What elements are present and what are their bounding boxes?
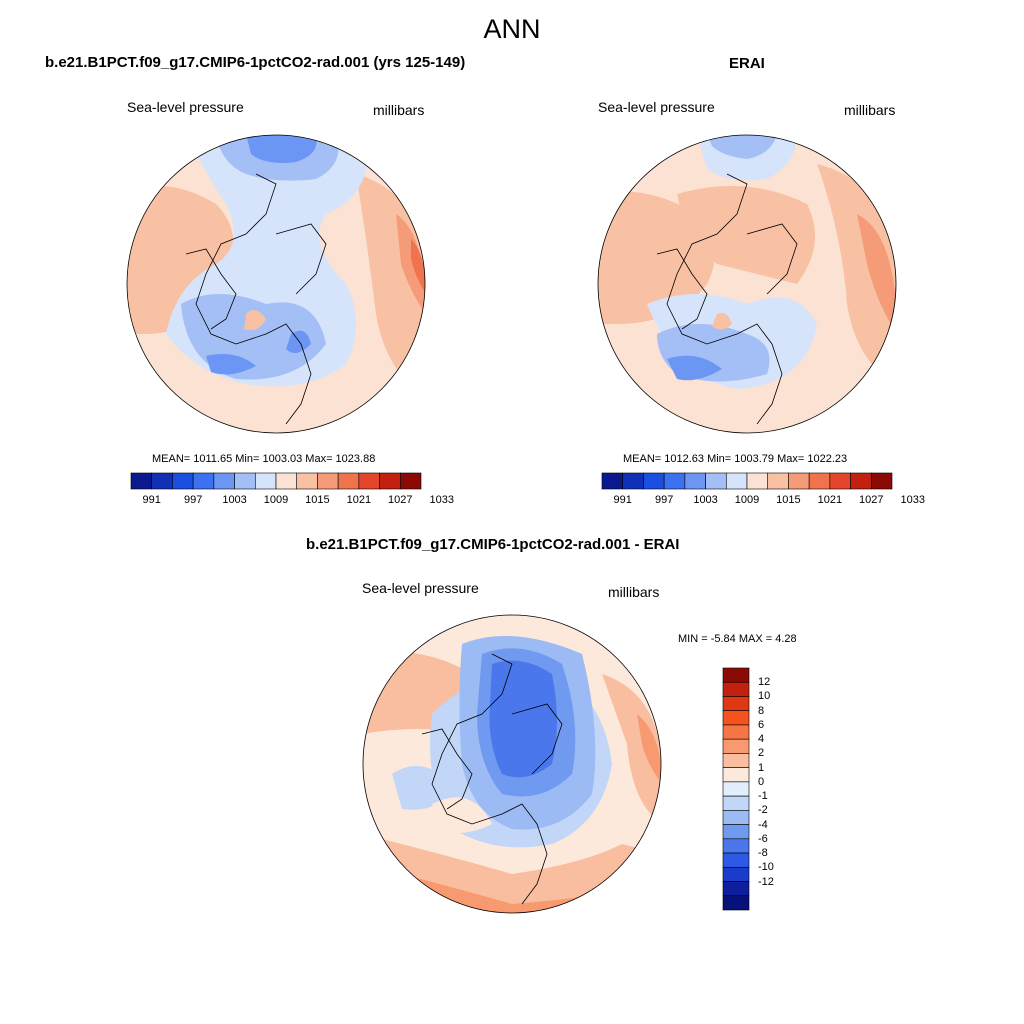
colorbar-swatch <box>788 472 810 490</box>
colorbar-tick-label: 12 <box>758 676 771 689</box>
colorbar-tick-label: 1009 <box>734 494 760 506</box>
right-colorbar-ticks: 991 997 1003 1009 1015 1021 1027 1033 <box>602 494 925 508</box>
colorbar-tick-label: 997 <box>183 494 203 506</box>
left-colorbar-ticks: 991 997 1003 1009 1015 1021 1027 1033 <box>131 494 454 508</box>
colorbar-tick-label: -6 <box>758 832 768 845</box>
colorbar-swatch <box>722 767 750 783</box>
colorbar-swatch <box>722 838 750 854</box>
colorbar-tick-label: -2 <box>758 804 768 817</box>
figure-title: ANN <box>483 14 541 44</box>
colorbar-tick-label: 1033 <box>900 494 925 506</box>
colorbar-swatch <box>722 681 750 697</box>
colorbar-swatch <box>358 472 380 490</box>
colorbar-swatch <box>379 472 401 490</box>
colorbar-tick-label: 1027 <box>859 494 884 506</box>
colorbar-swatch <box>275 472 298 490</box>
colorbar-tick-label: -12 <box>758 875 774 888</box>
left-variable-label: Sea-level pressure <box>127 99 244 115</box>
colorbar-swatch <box>705 472 727 490</box>
colorbar-tick-label: 0 <box>758 775 765 788</box>
colorbar-tick-label: 1021 <box>346 494 372 506</box>
colorbar-swatch <box>722 866 750 882</box>
colorbar-swatch <box>722 724 750 740</box>
colorbar-swatch <box>130 472 153 490</box>
colorbar-tick-label: 1033 <box>429 494 454 506</box>
colorbar-tick-label: -4 <box>758 818 768 831</box>
colorbar-swatch <box>722 810 750 825</box>
colorbar-tick-label: 1027 <box>388 494 413 506</box>
colorbar-swatch <box>172 472 194 490</box>
colorbar-tick-label: -1 <box>758 790 768 803</box>
right-variable-label: Sea-level pressure <box>598 99 715 115</box>
diff-colorbar <box>722 667 750 911</box>
colorbar-swatch <box>722 852 750 868</box>
colorbar-tick-label: 1 <box>758 761 765 774</box>
diff-panel-title: b.e21.B1PCT.f09_g17.CMIP6-1pctCO2-rad.00… <box>306 536 680 553</box>
colorbar-swatch <box>317 472 339 490</box>
colorbar-swatch <box>808 472 831 490</box>
diff-stats: MIN = -5.84 MAX = 4.28 <box>678 633 797 645</box>
colorbar-tick-label: 4 <box>758 733 765 746</box>
colorbar-tick-label: 1021 <box>817 494 843 506</box>
colorbar-swatch <box>151 472 173 490</box>
left-units-label: millibars <box>373 102 425 118</box>
colorbar-swatch <box>870 472 893 490</box>
colorbar-tick-label: 8 <box>758 704 765 717</box>
colorbar-tick-label: 991 <box>613 494 632 506</box>
right-units-label: millibars <box>844 102 896 118</box>
left-panel-title: b.e21.B1PCT.f09_g17.CMIP6-1pctCO2-rad.00… <box>45 54 466 71</box>
colorbar-swatch <box>722 895 750 911</box>
diff-polar-map <box>362 614 662 914</box>
colorbar-tick-label: -8 <box>758 847 768 860</box>
colorbar-tick-label: 1003 <box>693 494 718 506</box>
colorbar-swatch <box>722 781 750 797</box>
colorbar-swatch <box>829 472 851 490</box>
colorbar-swatch <box>746 472 769 490</box>
colorbar-swatch <box>722 738 750 754</box>
colorbar-swatch <box>722 710 750 726</box>
colorbar-swatch <box>192 472 215 490</box>
colorbar-swatch <box>622 472 644 490</box>
colorbar-tick-label: 6 <box>758 718 765 731</box>
colorbar-swatch <box>850 472 872 490</box>
colorbar-swatch <box>722 753 750 768</box>
diff-units-label: millibars <box>608 584 660 600</box>
colorbar-swatch <box>601 472 624 490</box>
colorbar-swatch <box>254 472 277 490</box>
colorbar-tick-label: 1003 <box>222 494 247 506</box>
colorbar-swatch <box>722 696 750 712</box>
colorbar-swatch <box>213 472 235 490</box>
colorbar-swatch <box>725 472 748 490</box>
colorbar-tick-label: 1015 <box>305 494 330 506</box>
colorbar-swatch <box>722 795 750 811</box>
colorbar-swatch <box>684 472 706 490</box>
colorbar-tick-label: 1009 <box>263 494 289 506</box>
colorbar-swatch <box>337 472 360 490</box>
right-colorbar <box>601 472 893 490</box>
colorbar-swatch <box>234 472 256 490</box>
colorbar-tick-label: 2 <box>758 747 765 760</box>
colorbar-swatch <box>643 472 665 490</box>
left-stats: MEAN= 1011.65 Min= 1003.03 Max= 1023.88 <box>152 453 376 465</box>
right-panel-title: ERAI <box>729 55 765 72</box>
right-polar-map <box>597 134 897 434</box>
diff-colorbar-ticks: 12 10 8 6 4 2 1 0 -1 -2 -4 -6 -8 -10 -12 <box>758 668 788 910</box>
diff-variable-label: Sea-level pressure <box>362 580 479 596</box>
left-polar-map <box>126 134 426 434</box>
colorbar-tick-label: 991 <box>142 494 161 506</box>
right-stats: MEAN= 1012.63 Min= 1003.79 Max= 1022.23 <box>623 453 848 465</box>
colorbar-swatch <box>767 472 789 490</box>
colorbar-swatch <box>663 472 686 490</box>
colorbar-swatch <box>722 881 750 897</box>
colorbar-tick-label: -10 <box>758 861 774 874</box>
colorbar-swatch <box>722 667 750 683</box>
left-colorbar <box>130 472 422 490</box>
colorbar-tick-label: 10 <box>758 690 771 703</box>
colorbar-swatch <box>296 472 318 490</box>
colorbar-tick-label: 997 <box>654 494 674 506</box>
colorbar-swatch <box>722 824 750 840</box>
colorbar-tick-label: 1015 <box>776 494 801 506</box>
colorbar-swatch <box>399 472 422 490</box>
